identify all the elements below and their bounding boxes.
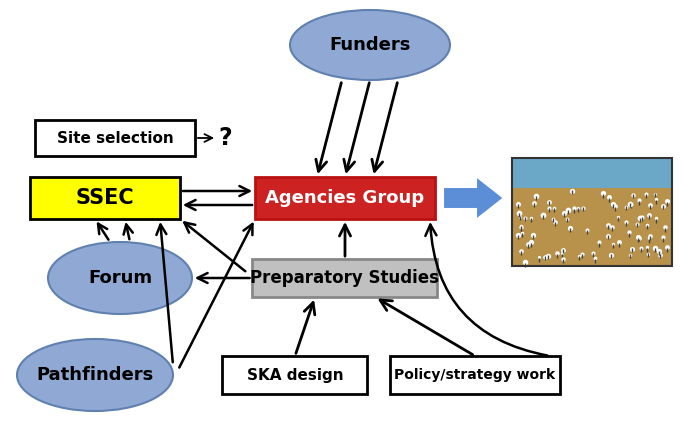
FancyArrow shape bbox=[443, 176, 504, 220]
Text: Policy/strategy work: Policy/strategy work bbox=[395, 368, 556, 382]
Text: Forum: Forum bbox=[88, 269, 152, 287]
Text: Funders: Funders bbox=[329, 36, 411, 54]
Ellipse shape bbox=[17, 339, 173, 411]
Bar bbox=[512, 188, 672, 266]
FancyBboxPatch shape bbox=[35, 120, 195, 156]
Text: SKA design: SKA design bbox=[247, 368, 343, 382]
FancyBboxPatch shape bbox=[255, 177, 435, 219]
Text: Pathfinders: Pathfinders bbox=[36, 366, 153, 384]
Text: ?: ? bbox=[219, 126, 232, 150]
Ellipse shape bbox=[48, 242, 192, 314]
FancyBboxPatch shape bbox=[223, 356, 367, 394]
Ellipse shape bbox=[290, 10, 450, 80]
FancyBboxPatch shape bbox=[390, 356, 560, 394]
Text: Preparatory Studies: Preparatory Studies bbox=[251, 269, 440, 287]
Text: Agencies Group: Agencies Group bbox=[265, 189, 425, 207]
Text: Site selection: Site selection bbox=[57, 131, 173, 146]
FancyBboxPatch shape bbox=[30, 177, 180, 219]
FancyBboxPatch shape bbox=[253, 259, 438, 297]
Text: SSEC: SSEC bbox=[75, 188, 134, 208]
Bar bbox=[512, 158, 672, 266]
Bar bbox=[512, 158, 672, 188]
